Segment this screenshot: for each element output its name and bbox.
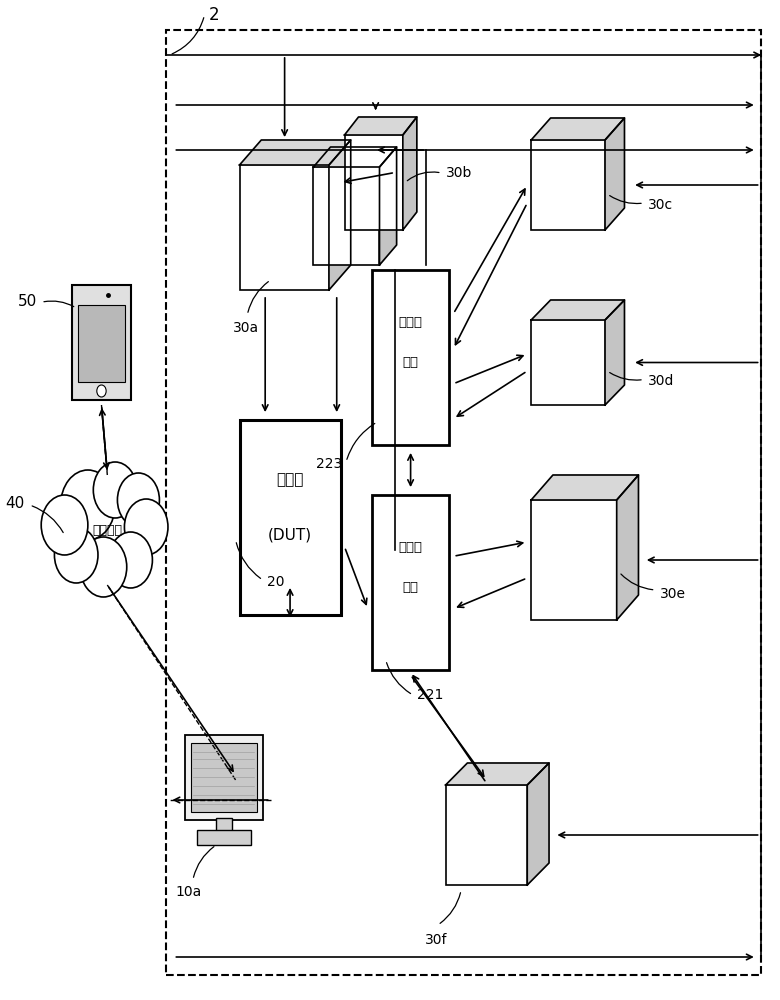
- Bar: [531, 500, 617, 620]
- Bar: [197, 830, 251, 845]
- Bar: [78, 305, 126, 382]
- Text: (DUT): (DUT): [268, 528, 312, 543]
- Text: 30e: 30e: [659, 587, 686, 601]
- Bar: [345, 135, 402, 230]
- Bar: [372, 495, 449, 670]
- Text: 30d: 30d: [648, 374, 674, 388]
- Polygon shape: [329, 140, 351, 290]
- Bar: [165, 30, 760, 975]
- Bar: [372, 270, 449, 445]
- Text: 30b: 30b: [445, 166, 472, 180]
- Text: 221: 221: [417, 688, 443, 702]
- Circle shape: [97, 385, 106, 397]
- Bar: [314, 167, 380, 265]
- Text: 2: 2: [208, 6, 219, 24]
- Text: 30f: 30f: [425, 933, 448, 947]
- Polygon shape: [617, 475, 639, 620]
- Polygon shape: [445, 763, 549, 785]
- Text: 50: 50: [18, 294, 37, 309]
- Polygon shape: [402, 117, 417, 230]
- Bar: [239, 420, 341, 615]
- Bar: [191, 743, 257, 812]
- Polygon shape: [380, 147, 396, 265]
- Text: 信号结: 信号结: [399, 316, 423, 329]
- Text: 待测物: 待测物: [276, 472, 303, 487]
- Text: 40: 40: [5, 495, 24, 510]
- Bar: [445, 785, 527, 885]
- Text: 223: 223: [316, 457, 342, 471]
- Text: 10a: 10a: [176, 885, 202, 899]
- Polygon shape: [239, 140, 351, 165]
- Polygon shape: [527, 763, 549, 885]
- Text: 通信网络: 通信网络: [92, 523, 122, 536]
- Polygon shape: [605, 300, 625, 405]
- Bar: [531, 140, 605, 230]
- Polygon shape: [345, 117, 417, 135]
- Text: 割器: 割器: [402, 581, 419, 594]
- Text: 20: 20: [267, 575, 284, 589]
- Text: 30a: 30a: [232, 321, 259, 335]
- Bar: [239, 165, 329, 290]
- Polygon shape: [531, 300, 625, 320]
- Bar: [185, 735, 263, 820]
- Bar: [216, 818, 232, 832]
- Bar: [531, 320, 605, 405]
- Polygon shape: [605, 118, 625, 230]
- Text: 30c: 30c: [648, 198, 673, 212]
- Text: 信号分: 信号分: [399, 541, 423, 554]
- Polygon shape: [531, 118, 625, 140]
- Text: 合器: 合器: [402, 356, 419, 369]
- Polygon shape: [314, 147, 396, 167]
- Bar: [73, 285, 130, 400]
- Polygon shape: [531, 475, 639, 500]
